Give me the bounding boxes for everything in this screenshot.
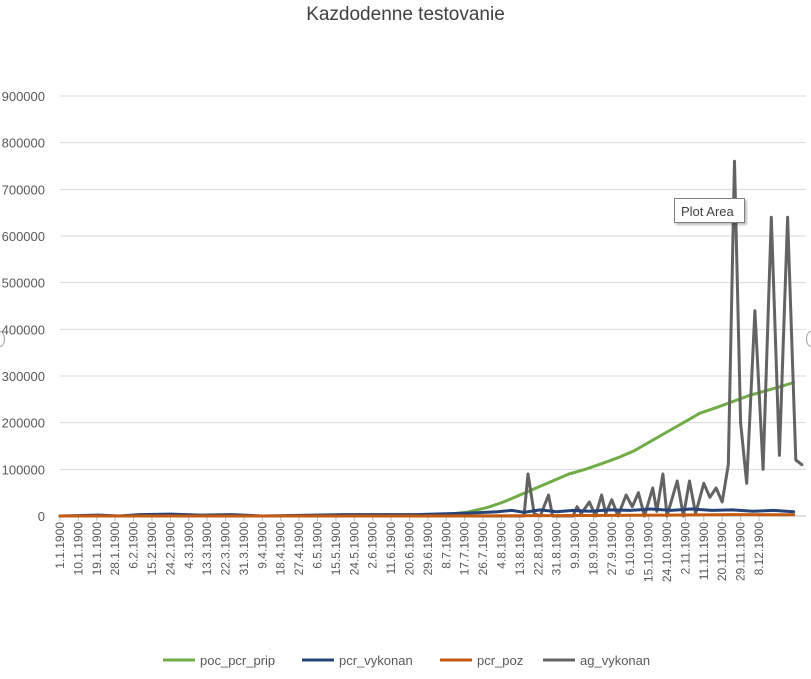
x-tick-label: 17.7.1900 — [458, 522, 472, 576]
x-tick-label: 18.9.1900 — [586, 522, 600, 576]
x-tick-label: 26.7.1900 — [476, 522, 490, 576]
plot-area-tooltip: Plot Area — [674, 198, 745, 223]
x-tick-label: 8.7.1900 — [439, 522, 453, 569]
x-tick-label: 4.3.1900 — [182, 522, 196, 569]
y-tick-label: 600000 — [2, 229, 45, 244]
x-tick-label: 6.5.1900 — [311, 522, 325, 569]
legend-label-pcr_poz[interactable]: pcr_poz — [477, 653, 523, 668]
y-tick-label: 900000 — [2, 89, 45, 104]
x-tick-label: 13.3.1900 — [200, 522, 214, 576]
right-resize-handle[interactable] — [806, 331, 811, 347]
series-line-poc_pcr_prip[interactable] — [58, 381, 796, 518]
x-tick-label: 2.6.1900 — [366, 522, 380, 569]
x-tick-label: 29.6.1900 — [421, 522, 435, 576]
legend-label-poc_pcr_prip[interactable]: poc_pcr_prip — [200, 653, 275, 668]
legend-label-pcr_vykonan[interactable]: pcr_vykonan — [339, 653, 413, 668]
x-tick-label: 11.6.1900 — [384, 522, 398, 575]
chart-title: Kazdodenne testovanie — [306, 4, 505, 25]
y-tick-label: 300000 — [2, 369, 45, 384]
x-tick-label: 22.8.1900 — [531, 522, 545, 576]
x-tick-label: 27.4.1900 — [292, 522, 306, 576]
x-tick-label: 13.8.1900 — [513, 522, 527, 576]
x-tick-label: 29.11.1900 — [734, 522, 748, 581]
y-tick-label: 800000 — [2, 136, 45, 151]
x-tick-label: 31.3.1900 — [237, 522, 251, 576]
x-tick-label: 15.10.1900 — [642, 522, 656, 582]
x-tick-label: 2.11.1900 — [678, 522, 692, 575]
x-tick-label: 18.4.1900 — [274, 522, 288, 576]
x-tick-label: 24.10.1900 — [660, 522, 674, 582]
x-tick-label: 15.2.1900 — [145, 522, 159, 576]
legend-label-ag_vykonan[interactable]: ag_vykonan — [580, 653, 650, 668]
y-tick-label: 100000 — [2, 462, 45, 477]
x-axis-ticks: 1.1.1900 10.1.1900 19.1.1900 28.1.1900 6.2.1… — [53, 516, 766, 582]
gridlines — [60, 95, 806, 517]
x-tick-label: 20.6.1900 — [402, 522, 416, 576]
series-line-pcr_poz[interactable] — [58, 513, 796, 518]
x-tick-label: 27.9.1900 — [605, 522, 619, 576]
x-tick-label: 6.2.1900 — [127, 522, 141, 569]
y-tick-label: 700000 — [2, 182, 45, 197]
x-tick-label: 28.1.1900 — [108, 522, 122, 576]
x-tick-label: 9.9.1900 — [568, 522, 582, 569]
x-tick-label: 4.8.1900 — [494, 522, 508, 569]
y-tick-label: 400000 — [2, 322, 45, 337]
x-tick-label: 31.8.1900 — [550, 522, 564, 576]
y-tick-label: 200000 — [2, 416, 45, 431]
x-tick-label: 24.2.1900 — [163, 522, 177, 576]
x-tick-label: 8.12.1900 — [752, 522, 766, 576]
y-tick-label: 0 — [38, 509, 45, 524]
y-tick-label: 500000 — [2, 276, 45, 291]
x-tick-label: 1.1.1900 — [53, 522, 67, 569]
x-tick-label: 22.3.1900 — [219, 522, 233, 576]
x-tick-label: 6.10.1900 — [623, 522, 637, 576]
legend: poc_pcr_prip pcr_vykonan pcr_poz ag_vykonan — [163, 653, 650, 668]
series-lines — [58, 159, 804, 518]
x-tick-label: 20.11.1900 — [715, 522, 729, 581]
x-tick-label: 19.1.1900 — [90, 522, 104, 576]
x-tick-label: 15.5.1900 — [329, 522, 343, 576]
x-tick-label: 11.11.1900 — [697, 522, 711, 581]
x-tick-label: 9.4.1900 — [255, 522, 269, 569]
x-tick-label: 10.1.1900 — [71, 522, 85, 576]
x-tick-label: 24.5.1900 — [347, 522, 361, 576]
y-axis-ticks: 0 100000 200000 300000 400000 500000 600000 700… — [2, 89, 45, 524]
